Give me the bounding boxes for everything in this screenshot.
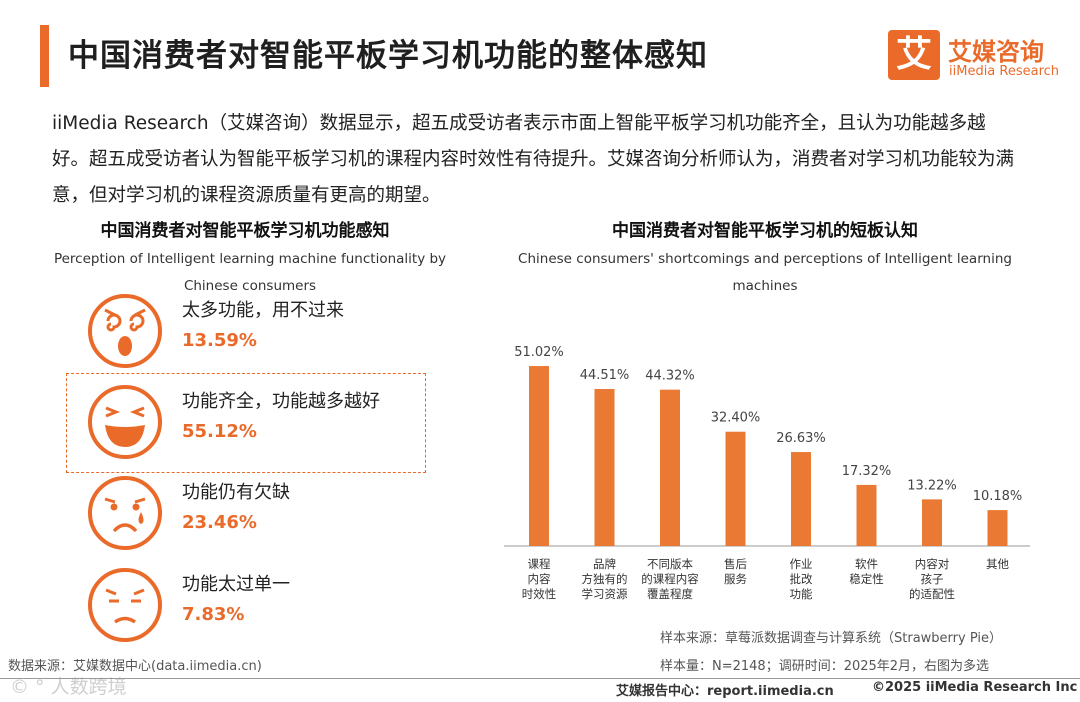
category-tick-label: 内容对孩子的适配性 <box>909 557 955 601</box>
bar <box>660 389 680 546</box>
category-tick-label: 其他 <box>986 557 1009 571</box>
category-tick-label: 品牌方独有的学习资源 <box>582 557 628 601</box>
perception-value: 23.46% <box>182 512 257 533</box>
bar-value-label: 26.63% <box>776 431 826 446</box>
bar-value-label: 17.32% <box>842 464 892 479</box>
perception-label: 功能太过单一 <box>182 574 290 595</box>
perception-item-complete: 功能齐全，功能越多越好 55.12% <box>86 383 426 469</box>
perception-value: 7.83% <box>182 604 245 625</box>
perception-value: 55.12% <box>182 421 257 442</box>
title-accent-bar <box>40 25 49 87</box>
perception-label: 功能仍有欠缺 <box>182 482 290 503</box>
logo-chinese-name: 艾媒咨询 <box>948 38 1044 66</box>
category-tick-label: 售后服务 <box>724 557 747 586</box>
category-tick-label: 作业批改功能 <box>790 557 813 601</box>
category-tick-label: 课程内容时效性 <box>522 557 557 601</box>
left-panel-subtitle: Perception of Intelligent learning machi… <box>53 251 447 294</box>
bar-value-label: 13.22% <box>907 478 957 493</box>
footer-copyright: ©2025 iiMedia Research Inc <box>872 680 1078 695</box>
bar <box>791 452 811 546</box>
footer-report-link[interactable]: 艾媒报告中心：report.iimedia.cn <box>616 684 834 699</box>
watermark: © ° 人数跨境 <box>10 676 127 698</box>
logo-english-name: iiMedia Research <box>949 64 1060 79</box>
perception-item-too-many: 太多功能，用不过来 13.59% <box>86 292 426 378</box>
perception-label: 太多功能，用不过来 <box>182 300 344 321</box>
bar <box>922 499 942 546</box>
bar-value-label: 44.51% <box>580 368 630 383</box>
perception-item-single: 功能太过单一 7.83% <box>86 566 426 652</box>
bar <box>594 389 615 546</box>
sample-size-note: 样本量：N=2148；调研时间：2025年2月，右图为多选 <box>660 659 990 674</box>
perception-value: 13.59% <box>182 330 257 351</box>
chart-title: 中国消费者对智能平板学习机的短板认知 <box>612 221 918 241</box>
bar <box>856 484 877 546</box>
perception-label: 功能齐全，功能越多越好 <box>182 391 380 412</box>
bar-value-label: 44.32% <box>645 369 695 384</box>
chart-subtitle: Chinese consumers' shortcomings and perc… <box>518 251 1012 294</box>
brand-logo: 艾 艾媒咨询 iiMedia Research <box>888 30 1060 84</box>
data-source-note: 数据来源：艾媒数据中心(data.iimedia.cn) <box>8 659 262 674</box>
intro-paragraph: iiMedia Research（艾媒咨询）数据显示，超五成受访者表示市面上智能… <box>52 113 1015 206</box>
footer-divider <box>0 678 1080 679</box>
category-tick-label: 软件稳定性 <box>849 557 884 586</box>
sample-source-note: 样本来源：草莓派数据调查与计算系统（Strawberry Pie） <box>660 631 1002 646</box>
bar <box>725 431 746 546</box>
perception-item-lacking: 功能仍有欠缺 23.46% <box>86 474 426 560</box>
logo-mark-icon: 艾 <box>888 30 940 80</box>
bar-value-label: 32.40% <box>711 411 761 426</box>
laughing-face-icon <box>88 385 162 459</box>
bar-value-label: 51.02% <box>514 345 564 360</box>
bar <box>987 510 1008 546</box>
shortcomings-bar-chart: 51.02% 课程内容时效性 44.51% 品牌方独有的学习资源 44.32% 不同版本的… <box>504 345 1030 601</box>
highlight-box <box>66 373 426 473</box>
bar-value-label: 10.18% <box>973 489 1023 504</box>
dizzy-face-icon <box>88 294 162 368</box>
bar <box>529 366 549 546</box>
disappointed-face-icon <box>88 568 162 642</box>
page-title: 中国消费者对智能平板学习机功能的整体感知 <box>68 38 708 74</box>
left-panel-title: 中国消费者对智能平板学习机功能感知 <box>100 221 390 241</box>
category-tick-label: 不同版本的课程内容覆盖程度 <box>641 557 699 601</box>
crying-face-icon <box>88 476 162 550</box>
